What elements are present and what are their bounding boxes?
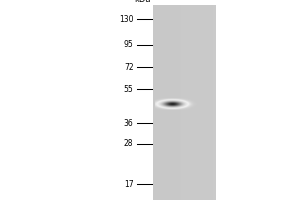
Text: 130: 130 [119,15,134,24]
Bar [192,5,194,200]
Bar [178,5,180,200]
Bar [182,5,183,200]
Bar [166,5,167,200]
Bar [184,5,186,200]
Bar [211,5,213,200]
Bar [154,5,156,200]
Bar [213,5,214,200]
Text: 28: 28 [124,139,134,148]
Text: 72: 72 [124,63,134,72]
Bar [156,5,158,200]
Bar [196,5,197,200]
Text: 55: 55 [124,85,134,94]
Bar [175,5,177,200]
Bar [186,5,188,200]
Bar [210,5,211,200]
Bar [153,5,154,200]
Bar [205,5,206,200]
Bar [169,5,170,200]
Bar [202,5,203,200]
Bar [189,5,191,200]
Bar [194,5,196,200]
Bar [172,5,173,200]
Bar [177,5,178,200]
Bar [158,5,159,200]
Bar [197,5,199,200]
Bar [163,5,164,200]
Text: 95: 95 [124,40,134,49]
Bar [208,5,210,200]
Bar [164,5,166,200]
Bar [153,5,216,200]
Bar [188,5,189,200]
Bar [214,5,216,200]
Bar [200,5,202,200]
Bar [183,5,184,200]
Text: 36: 36 [124,119,134,128]
Bar [203,5,205,200]
Text: 17: 17 [124,180,134,189]
Bar [161,5,163,200]
Bar [199,5,200,200]
Bar [207,5,208,200]
Bar [180,5,181,200]
Bar [167,5,169,200]
Bar [173,5,175,200]
Bar [159,5,161,200]
Bar [191,5,192,200]
Bar [170,5,172,200]
Text: kDa: kDa [134,0,151,4]
